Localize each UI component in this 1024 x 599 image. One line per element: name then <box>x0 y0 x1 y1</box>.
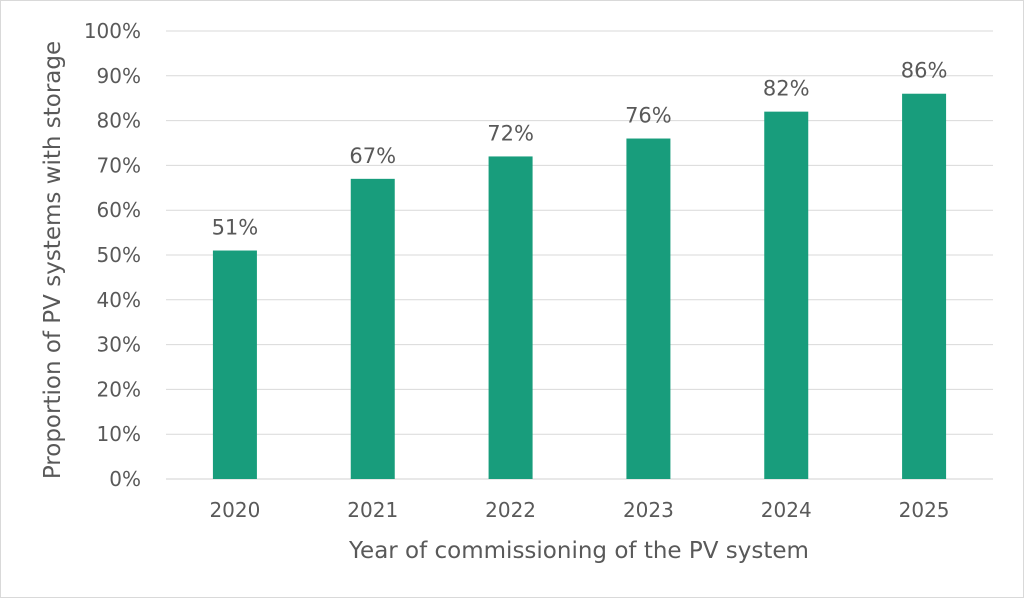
y-tick-label: 0% <box>109 467 141 491</box>
y-tick-label: 70% <box>97 153 141 177</box>
data-label-2023: 76% <box>625 104 672 128</box>
bar-2023 <box>626 138 671 479</box>
y-tick-label: 10% <box>97 422 141 446</box>
y-tick-label: 50% <box>97 243 141 267</box>
y-tick-label: 20% <box>97 377 141 401</box>
x-axis-ticks: 2020 2021 2022 2023 2024 2025 <box>209 498 949 522</box>
bar-2021 <box>350 178 395 479</box>
bar-2022 <box>488 156 533 479</box>
bar-2020 <box>212 250 257 479</box>
x-tick-label-2022: 2022 <box>485 498 536 522</box>
bar-2024 <box>764 111 809 479</box>
x-axis-label: Year of commissioning of the PV system <box>348 538 809 564</box>
data-labels: 51% 67% 72% 76% 82% 86% <box>212 59 948 240</box>
data-label-2020: 51% <box>212 216 259 240</box>
x-tick-label-2020: 2020 <box>209 498 260 522</box>
bars <box>212 93 947 479</box>
x-tick-label-2021: 2021 <box>347 498 398 522</box>
data-label-2025: 86% <box>901 59 948 83</box>
y-axis-label: Proportion of PV systems with storage <box>40 41 66 479</box>
y-tick-label: 100% <box>84 19 141 43</box>
data-label-2022: 72% <box>487 121 534 145</box>
x-tick-label-2023: 2023 <box>623 498 674 522</box>
data-label-2024: 82% <box>763 77 810 101</box>
x-tick-label-2024: 2024 <box>761 498 812 522</box>
y-tick-label: 40% <box>97 288 141 312</box>
x-tick-label-2025: 2025 <box>899 498 950 522</box>
y-tick-label: 90% <box>97 64 141 88</box>
gridlines <box>166 30 993 480</box>
y-tick-label: 80% <box>97 109 141 133</box>
bar-2025 <box>902 93 947 479</box>
y-tick-label: 60% <box>97 198 141 222</box>
y-tick-label: 30% <box>97 333 141 357</box>
data-label-2021: 67% <box>349 144 396 168</box>
y-axis-ticks: 0% 10% 20% 30% 40% 50% 60% 70% 80% 90% 100% <box>84 19 141 491</box>
